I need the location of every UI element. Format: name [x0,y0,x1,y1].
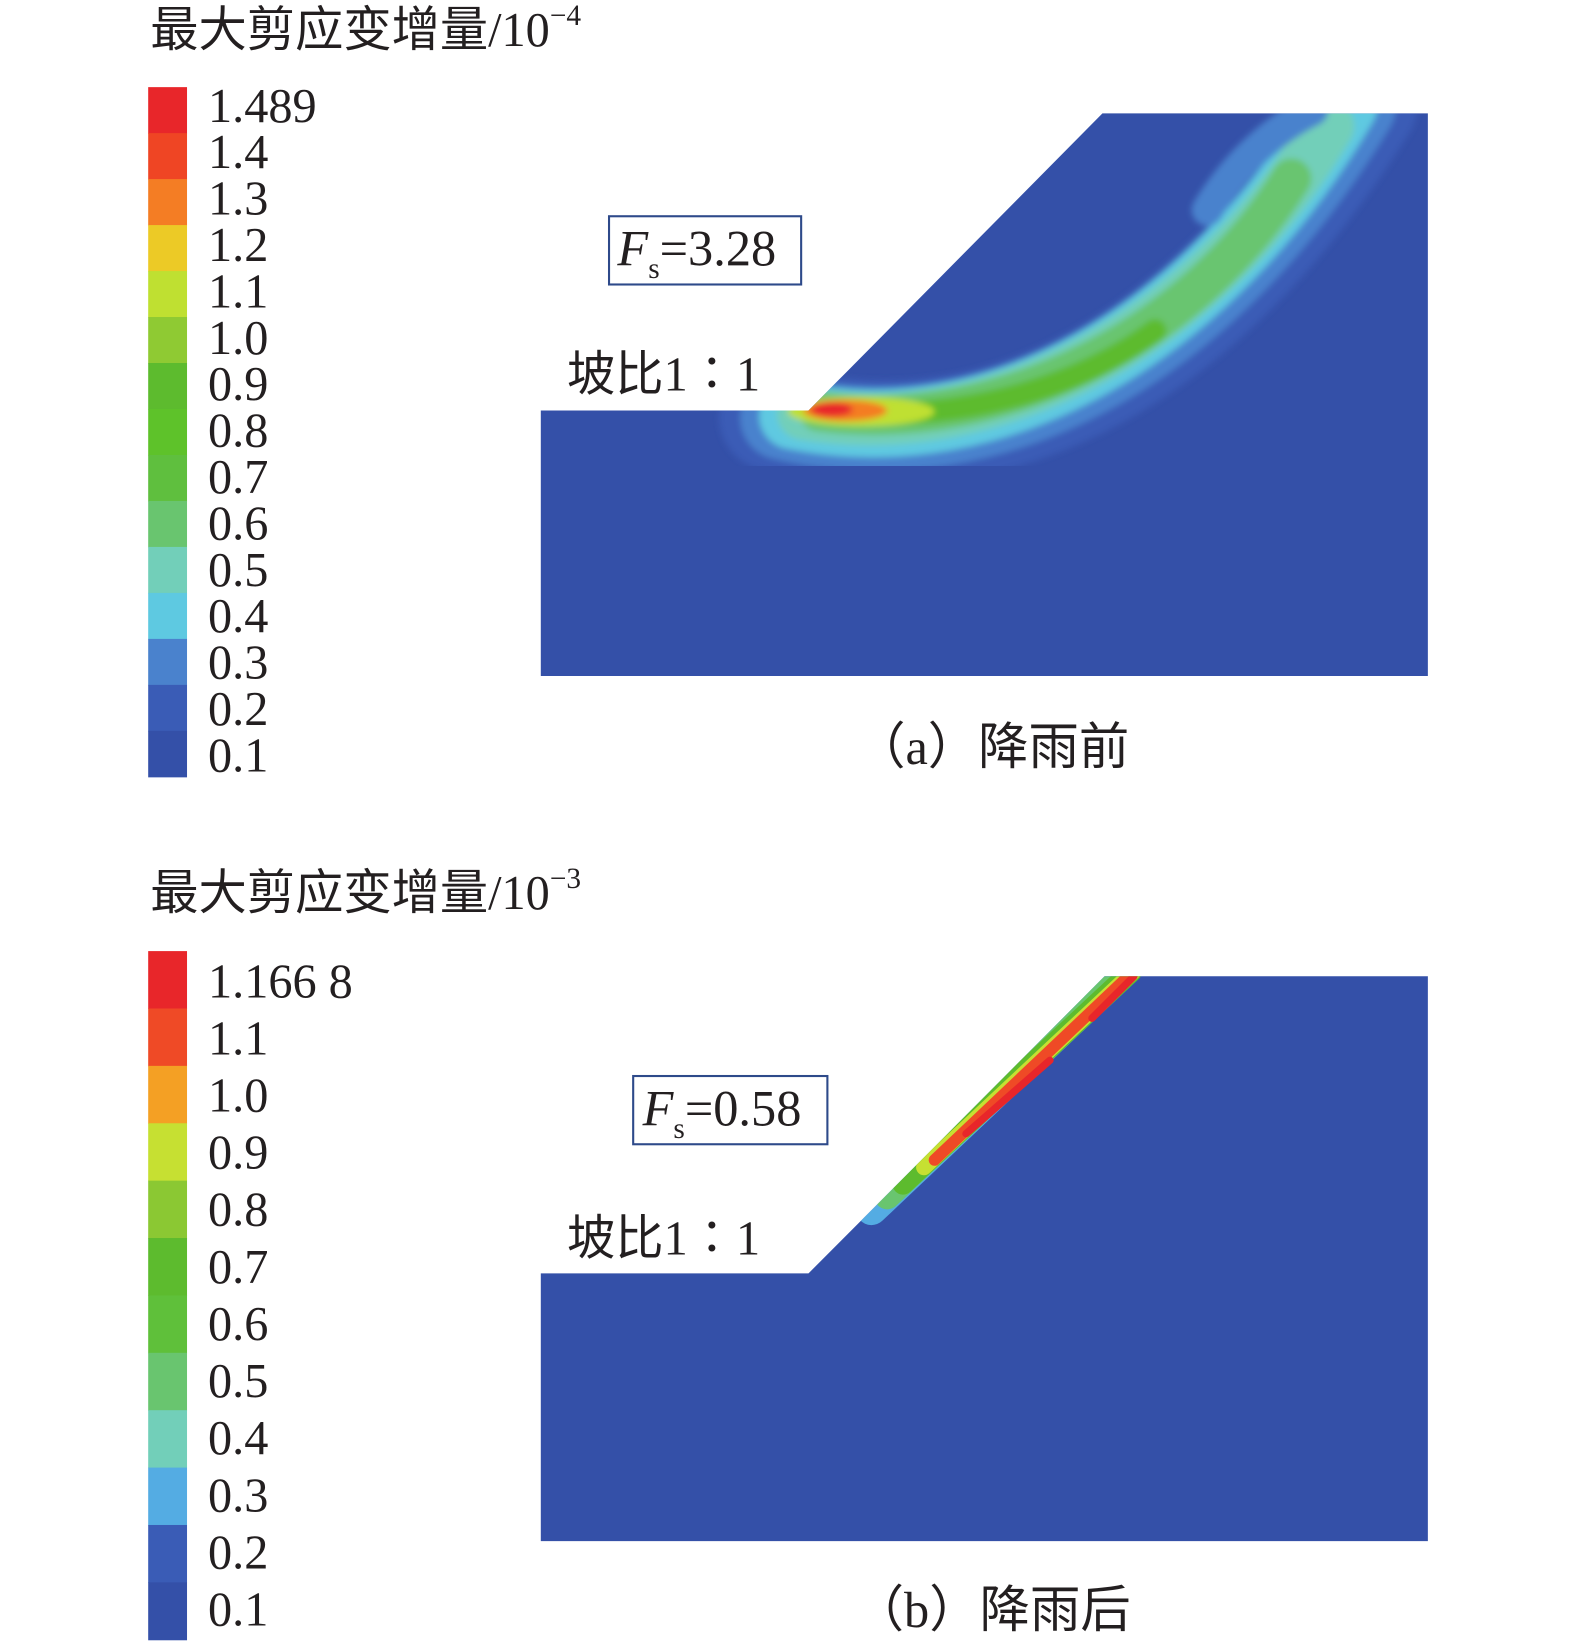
colorbar-tick-label: 0.2 [208,1526,268,1579]
colorbar-swatch [148,1524,188,1583]
colorbar-tick-label: 0.6 [208,1298,268,1351]
colorbar-swatch [148,684,188,732]
colorbar-swatch [148,179,188,226]
legend-title: 最大剪应变增量/10−4 [150,0,581,57]
colorbar-swatch [148,1352,188,1411]
colorbar-swatch [148,592,188,640]
colorbar-tick-label: 0.8 [208,405,268,458]
colorbar-tick-label: 1.2 [208,219,268,272]
slope-ratio-label: 坡比1∶1 [567,1212,760,1265]
colorbar: 1.4891.41.31.21.11.00.90.80.70.60.50.40.… [148,80,317,782]
colorbar-swatch [148,951,188,1010]
panel-a: 最大剪应变增量/10−4 1.4891.41.31.21.11.00.90.80… [148,0,1428,782]
colorbar-swatch [148,1180,188,1239]
contour-plot [540,113,1428,677]
colorbar-swatch [148,1467,188,1526]
colorbar-tick-label: 0.8 [208,1184,268,1237]
caption: （b）降雨后 [854,1582,1131,1638]
colorbar-tick-label: 0.9 [208,1127,268,1180]
colorbar-tick-label: 1.166 8 [208,955,353,1008]
colorbar: 1.166 81.11.00.90.80.70.60.50.40.30.20.1 [148,951,353,1641]
colorbar-tick-label: 0.5 [208,544,268,597]
factor-of-safety: Fs=3.28 [616,221,776,286]
colorbar-tick-label: 0.3 [208,1469,268,1522]
factor-of-safety: Fs=0.58 [642,1080,802,1145]
colorbar-tick-label: 1.4 [208,126,268,179]
colorbar-tick-label: 1.0 [208,312,268,365]
legend-title: 最大剪应变增量/10−3 [150,863,581,920]
colorbar-swatch [148,1295,188,1354]
contour-plot [540,976,1428,1542]
fs-box [632,1074,829,1146]
colorbar-swatch [148,1008,188,1067]
slope-body [540,976,1428,1542]
colorbar-swatch [148,133,188,180]
colorbar-swatch [148,1123,188,1182]
panel-b: 最大剪应变增量/10−3 1.166 81.11.00.90.80.70.60.… [148,863,1428,1641]
colorbar-tick-label: 0.7 [208,1241,268,1294]
colorbar-tick-label: 0.7 [208,451,268,504]
colorbar-swatch [148,1238,188,1296]
colorbar-swatch [148,225,188,272]
colorbar-tick-label: 1.3 [208,173,268,226]
colorbar-swatch [148,1065,188,1124]
colorbar-tick-label: 0.1 [208,1583,268,1636]
colorbar-tick-label: 0.1 [208,729,268,782]
colorbar-tick-label: 1.1 [208,1012,268,1065]
colorbar-swatch [148,87,188,134]
colorbar-swatch [148,500,188,548]
slope-ratio-label: 坡比1∶1 [567,349,760,402]
colorbar-tick-label: 0.2 [208,683,268,736]
colorbar-swatch [148,1410,188,1469]
strain-band-1.4 [810,402,853,417]
colorbar-swatch [148,271,188,318]
colorbar-swatch [148,317,188,364]
colorbar-tick-label: 0.4 [208,1412,268,1465]
colorbar-tick-label: 0.3 [208,637,268,690]
colorbar-swatch [148,1582,188,1641]
colorbar-tick-label: 0.4 [208,590,268,643]
colorbar-swatch [148,363,188,410]
fs-box [607,215,803,286]
colorbar-tick-label: 1.489 [208,80,317,133]
colorbar-tick-label: 0.9 [208,358,268,411]
upper-blue-lobe [1191,113,1329,226]
caption: （a）降雨前 [855,719,1129,775]
colorbar-swatch [148,546,188,594]
colorbar-swatch [148,730,188,778]
colorbar-tick-label: 1.1 [208,265,268,318]
colorbar-swatch [148,638,188,686]
colorbar-swatch [148,408,188,456]
colorbar-tick-label: 0.6 [208,497,268,550]
colorbar-tick-label: 1.0 [208,1070,268,1123]
colorbar-tick-label: 0.5 [208,1355,268,1408]
strain-band-peak [962,976,1138,1138]
colorbar-swatch [148,454,188,502]
